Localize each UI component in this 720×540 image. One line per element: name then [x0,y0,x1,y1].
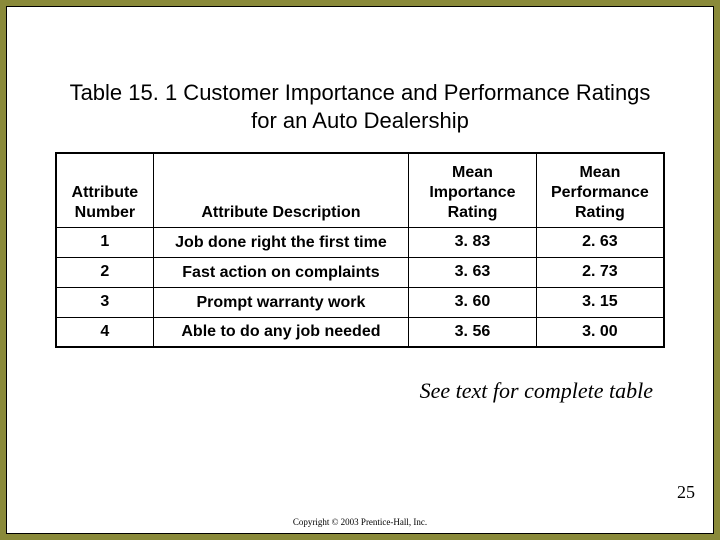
cell-attr-number: 2 [56,257,153,287]
cell-attr-number: 1 [56,227,153,257]
header-line: Attribute Description [201,204,360,221]
table-row: 1 Job done right the first time 3. 83 2.… [56,227,664,257]
col-header-attribute-description: Attribute Description [153,153,408,227]
cell-attr-desc: Job done right the first time [153,227,408,257]
cell-importance: 3. 63 [409,257,537,287]
ratings-table-container: Attribute Number Attribute Description M… [55,152,665,348]
cell-attr-number: 4 [56,317,153,347]
page-number: 25 [677,482,695,503]
cell-importance: 3. 83 [409,227,537,257]
header-line: Performance [551,184,649,201]
header-line: Mean [452,164,493,181]
cell-importance: 3. 56 [409,317,537,347]
header-line: Mean [579,164,620,181]
table-header-row: Attribute Number Attribute Description M… [56,153,664,227]
cell-performance: 2. 63 [536,227,664,257]
cell-performance: 3. 00 [536,317,664,347]
see-text-caption: See text for complete table [7,378,653,404]
col-header-importance-rating: Mean Importance Rating [409,153,537,227]
header-line: Attribute [72,184,139,201]
cell-attr-desc: Able to do any job needed [153,317,408,347]
cell-importance: 3. 60 [409,287,537,317]
cell-attr-number: 3 [56,287,153,317]
slide: Table 15. 1 Customer Importance and Perf… [6,6,714,534]
table-row: 2 Fast action on complaints 3. 63 2. 73 [56,257,664,287]
table-row: 3 Prompt warranty work 3. 60 3. 15 [56,287,664,317]
header-line: Importance [429,184,515,201]
table-row: 4 Able to do any job needed 3. 56 3. 00 [56,317,664,347]
cell-performance: 2. 73 [536,257,664,287]
ratings-table: Attribute Number Attribute Description M… [55,152,665,348]
header-line: Rating [448,204,498,221]
cell-performance: 3. 15 [536,287,664,317]
cell-attr-desc: Fast action on complaints [153,257,408,287]
cell-attr-desc: Prompt warranty work [153,287,408,317]
header-line: Rating [575,204,625,221]
copyright-notice: Copyright © 2003 Prentice-Hall, Inc. [7,517,713,527]
table-title: Table 15. 1 Customer Importance and Perf… [67,79,653,134]
col-header-attribute-number: Attribute Number [56,153,153,227]
col-header-performance-rating: Mean Performance Rating [536,153,664,227]
header-line: Number [75,204,135,221]
